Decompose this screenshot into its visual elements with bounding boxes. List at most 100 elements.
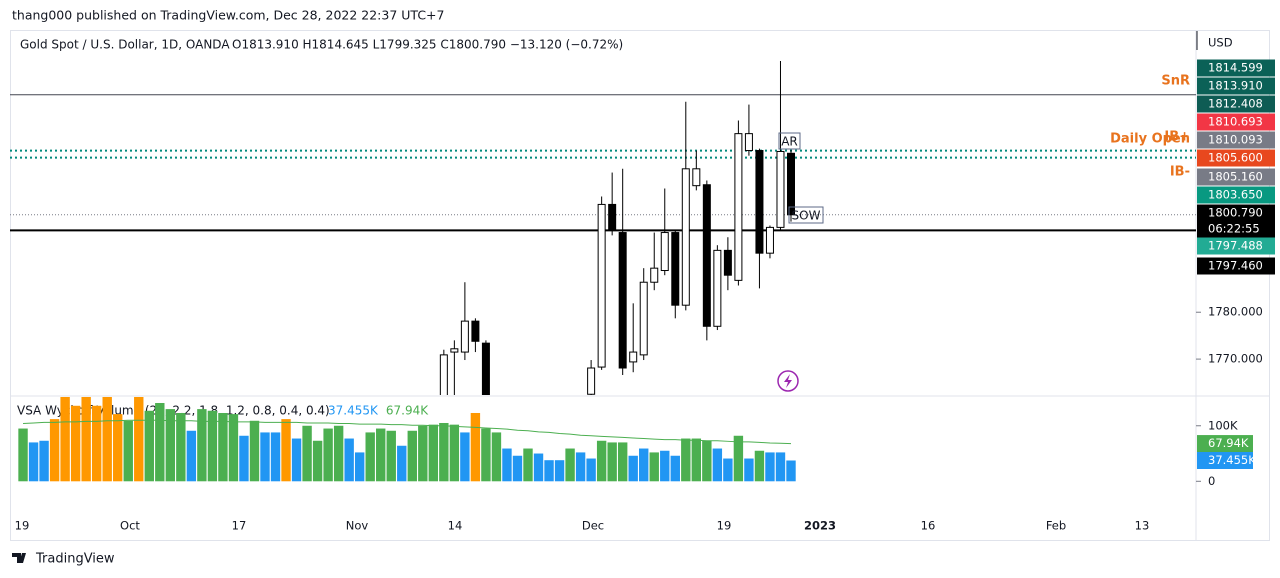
x-tick-label: 16 — [921, 519, 936, 533]
level-label: IB- — [1170, 165, 1190, 180]
volume-bar — [113, 414, 123, 482]
level-label: Daily Open — [1110, 132, 1190, 147]
candle-body — [450, 348, 459, 353]
volume-bar — [302, 425, 312, 482]
volume-bar — [49, 419, 60, 482]
volume-bar — [70, 405, 81, 482]
volume-bar — [628, 455, 638, 482]
volume-bar — [691, 438, 702, 482]
volume-bar — [702, 440, 712, 482]
volume-bar — [723, 458, 733, 482]
candle-body — [755, 150, 764, 254]
volume-pane — [18, 397, 796, 482]
y-tick-label: 100K — [1208, 418, 1238, 432]
x-tick-label: Oct — [120, 519, 140, 533]
volume-bar — [428, 424, 439, 482]
volume-bar — [565, 448, 575, 482]
last-value-label: 67.94K — [1208, 436, 1249, 450]
volume-bar — [134, 397, 144, 482]
volume-bar — [439, 422, 449, 482]
volume-bar — [354, 452, 365, 482]
candle-body — [776, 150, 785, 228]
price-label: 1812.408 — [1208, 97, 1263, 111]
volume-bar — [397, 445, 407, 482]
price-label-box — [1197, 204, 1275, 222]
legend-value: 37.455K — [328, 404, 379, 418]
candle-body — [713, 249, 722, 327]
candle-body — [765, 226, 774, 254]
volume-bar — [491, 432, 502, 482]
price-label-box — [1197, 131, 1275, 149]
volume-bar — [544, 460, 554, 482]
volume-bar — [775, 452, 786, 482]
last-value-box — [1197, 435, 1253, 453]
volume-bar — [733, 435, 744, 482]
volume-bar — [228, 414, 239, 482]
candle-body — [787, 152, 795, 216]
volume-bar — [670, 455, 680, 482]
volume-bar — [239, 435, 249, 482]
volume-bar — [323, 428, 333, 482]
price-label: 06:22:55 — [1208, 222, 1260, 236]
volume-bar — [312, 440, 323, 482]
price-label-box — [1197, 237, 1275, 255]
price-label-box — [1197, 149, 1275, 167]
candle-body — [439, 354, 448, 395]
volume-bar — [639, 448, 649, 482]
volume-bar — [91, 405, 102, 482]
volume-bar — [754, 450, 765, 482]
price-label-box — [1197, 186, 1275, 204]
volume-bar — [470, 412, 481, 482]
volume-bar — [786, 460, 796, 482]
volume-bar — [207, 410, 218, 482]
volume-bar — [449, 424, 460, 482]
x-tick-label: 19 — [15, 519, 30, 533]
price-label-box — [1197, 257, 1275, 275]
candle-body — [723, 249, 732, 276]
volume-bar — [376, 428, 386, 482]
publish-header: thang000 published on TradingView.com, D… — [12, 8, 444, 23]
price-label-box — [1197, 168, 1275, 186]
volume-bar — [28, 442, 39, 482]
volume-ma — [23, 419, 792, 445]
volume-bar — [418, 425, 428, 482]
volume-bar — [765, 452, 775, 482]
volume-bar — [502, 448, 512, 482]
volume-bar — [681, 438, 691, 482]
volume-bar — [270, 432, 281, 482]
y-tick-label: 0 — [1208, 474, 1215, 488]
volume-bar — [596, 440, 607, 482]
x-tick-label: Dec — [582, 519, 604, 533]
volume-bar — [365, 432, 375, 482]
price-label-box — [1197, 77, 1275, 95]
lightning-icon[interactable] — [777, 370, 799, 392]
annotation-box — [778, 132, 801, 150]
price-label: 1803.650 — [1208, 188, 1263, 202]
symbol-title: Gold Spot / U.S. Dollar, 1D, OANDA — [20, 38, 230, 52]
volume-bar — [533, 453, 544, 482]
volume-bar — [586, 458, 596, 482]
x-tick-label: 19 — [717, 519, 732, 533]
volume-bar — [660, 450, 670, 482]
y-tick-label: 1770.000 — [1208, 352, 1263, 366]
volume-bar — [712, 448, 723, 482]
volume-bar — [249, 420, 260, 482]
volume-bar — [744, 458, 754, 482]
candle-body — [618, 232, 627, 369]
candle-body — [608, 203, 617, 231]
candle-body — [671, 232, 680, 306]
volume-bar — [260, 432, 270, 482]
candle-body — [460, 320, 469, 353]
volume-bar — [39, 440, 49, 482]
volume-bar — [197, 409, 207, 482]
candle-body — [681, 168, 690, 306]
volume-bar — [523, 448, 533, 482]
footer: TradingView — [12, 552, 115, 567]
volume-bar — [281, 419, 291, 482]
x-tick-label: 2023 — [804, 519, 836, 533]
candle-body — [660, 232, 669, 272]
candle-body — [471, 320, 480, 342]
price-label: 1810.693 — [1208, 115, 1263, 129]
last-value-label: 37.455K — [1208, 453, 1256, 467]
